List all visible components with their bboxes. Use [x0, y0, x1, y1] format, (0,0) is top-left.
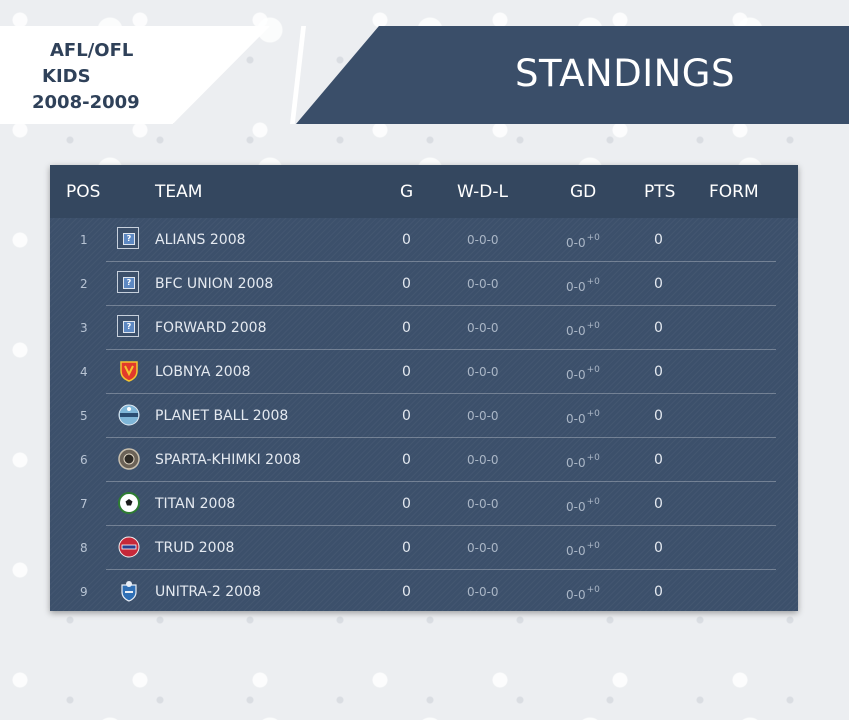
row-games: 0 [402, 540, 411, 556]
standings-table: POS TEAM G W-D-L GD PTS FORM 1 ? ALIANS … [50, 165, 798, 611]
round-crest-icon [117, 447, 141, 471]
table-row: 2 ? BFC UNION 2008 0 0-0-0 0-0+0 0 [50, 262, 798, 306]
row-wdl: 0-0-0 [467, 585, 499, 599]
blue-crest-icon [117, 579, 141, 603]
row-position: 9 [80, 585, 88, 599]
row-goal-difference: 0-0+0 [566, 497, 600, 514]
team-name-link[interactable]: SPARTA-KHIMKI 2008 [155, 452, 301, 468]
row-divider [106, 437, 776, 438]
row-games: 0 [402, 232, 411, 248]
row-goal-difference: 0-0+0 [566, 585, 600, 602]
row-position: 5 [80, 409, 88, 423]
row-games: 0 [402, 408, 411, 424]
row-wdl: 0-0-0 [467, 541, 499, 555]
row-goal-difference: 0-0+0 [566, 541, 600, 558]
row-points: 0 [654, 452, 663, 468]
row-points: 0 [654, 408, 663, 424]
shield-crest-icon [117, 359, 141, 383]
row-games: 0 [402, 364, 411, 380]
column-header-form: FORM [709, 182, 759, 202]
row-wdl: 0-0-0 [467, 233, 499, 247]
row-divider [106, 393, 776, 394]
row-divider [106, 481, 776, 482]
table-row: 3 ? FORWARD 2008 0 0-0-0 0-0+0 0 [50, 306, 798, 350]
row-divider [106, 261, 776, 262]
row-goal-difference: 0-0+0 [566, 277, 600, 294]
row-goal-difference: 0-0+0 [566, 453, 600, 470]
row-position: 2 [80, 277, 88, 291]
row-position: 7 [80, 497, 88, 511]
placeholder-icon: ? [117, 271, 141, 295]
league-season: 2008-2009 [32, 92, 140, 113]
league-name: AFL/OFL [50, 40, 134, 61]
table-row: 1 ? ALIANS 2008 0 0-0-0 0-0+0 0 [50, 218, 798, 262]
page-title: STANDINGS [515, 52, 735, 95]
row-divider [106, 305, 776, 306]
placeholder-icon: ? [117, 315, 141, 339]
row-goal-difference: 0-0+0 [566, 321, 600, 338]
row-points: 0 [654, 232, 663, 248]
column-header-games: G [400, 182, 414, 202]
row-games: 0 [402, 320, 411, 336]
row-games: 0 [402, 584, 411, 600]
row-wdl: 0-0-0 [467, 409, 499, 423]
row-points: 0 [654, 320, 663, 336]
team-name-link[interactable]: ALIANS 2008 [155, 232, 246, 248]
row-games: 0 [402, 276, 411, 292]
row-position: 4 [80, 365, 88, 379]
table-row: 4 LOBNYA 2008 0 0-0-0 0-0+0 0 [50, 350, 798, 394]
team-name-link[interactable]: PLANET BALL 2008 [155, 408, 289, 424]
table-row: 5 PLANET BALL 2008 0 0-0-0 0-0+0 0 [50, 394, 798, 438]
row-points: 0 [654, 364, 663, 380]
table-row: 9 UNITRA-2 2008 0 0-0-0 0-0+0 0 [50, 570, 798, 614]
row-wdl: 0-0-0 [467, 497, 499, 511]
row-wdl: 0-0-0 [467, 321, 499, 335]
row-wdl: 0-0-0 [467, 365, 499, 379]
title-banner [296, 26, 849, 124]
row-wdl: 0-0-0 [467, 277, 499, 291]
row-position: 6 [80, 453, 88, 467]
ball-crest-icon [117, 491, 141, 515]
team-name-link[interactable]: TITAN 2008 [155, 496, 236, 512]
row-goal-difference: 0-0+0 [566, 409, 600, 426]
row-games: 0 [402, 452, 411, 468]
team-name-link[interactable]: BFC UNION 2008 [155, 276, 274, 292]
row-position: 8 [80, 541, 88, 555]
row-wdl: 0-0-0 [467, 453, 499, 467]
row-points: 0 [654, 584, 663, 600]
red-crest-icon [117, 535, 141, 559]
row-position: 1 [80, 233, 88, 247]
table-header: POS TEAM G W-D-L GD PTS FORM [50, 165, 798, 218]
league-category: KIDS [42, 66, 91, 87]
row-games: 0 [402, 496, 411, 512]
row-divider [106, 349, 776, 350]
column-header-team: TEAM [155, 182, 203, 202]
column-header-points: PTS [644, 182, 676, 202]
row-points: 0 [654, 496, 663, 512]
team-name-link[interactable]: UNITRA-2 2008 [155, 584, 261, 600]
row-goal-difference: 0-0+0 [566, 365, 600, 382]
column-header-pos: POS [66, 182, 101, 202]
planet-ball-crest-icon [117, 403, 141, 427]
row-divider [106, 525, 776, 526]
team-name-link[interactable]: TRUD 2008 [155, 540, 235, 556]
row-position: 3 [80, 321, 88, 335]
column-header-goal-difference: GD [570, 182, 597, 202]
row-divider [106, 569, 776, 570]
row-points: 0 [654, 540, 663, 556]
table-row: 6 SPARTA-KHIMKI 2008 0 0-0-0 0-0+0 0 [50, 438, 798, 482]
row-points: 0 [654, 276, 663, 292]
table-row: 8 TRUD 2008 0 0-0-0 0-0+0 0 [50, 526, 798, 570]
team-name-link[interactable]: FORWARD 2008 [155, 320, 267, 336]
placeholder-icon: ? [117, 227, 141, 251]
column-header-wdl: W-D-L [457, 182, 508, 202]
table-row: 7 TITAN 2008 0 0-0-0 0-0+0 0 [50, 482, 798, 526]
team-name-link[interactable]: LOBNYA 2008 [155, 364, 251, 380]
row-goal-difference: 0-0+0 [566, 233, 600, 250]
